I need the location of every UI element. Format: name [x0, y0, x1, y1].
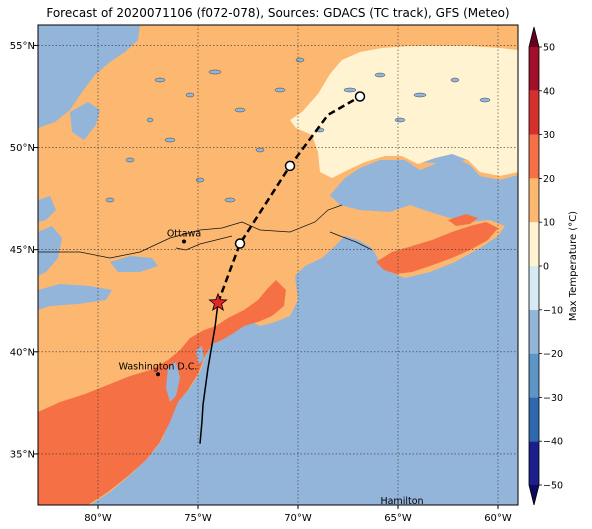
colorbar-bin [529, 397, 539, 442]
map-frame [37, 24, 519, 506]
lake-michigan-erie [38, 284, 112, 310]
forecast-points [234, 91, 366, 249]
land-region-20-30-pei [448, 214, 478, 226]
colorbar-tick-label: 0 [543, 262, 549, 273]
colorbar-tick-label: 30 [543, 130, 555, 141]
track-past-line [199, 302, 219, 444]
colorbar-tick-label: 20 [543, 174, 555, 185]
y-tick-label: 55°N [10, 41, 35, 52]
borders [38, 204, 373, 259]
x-axis: 80°W 75°W 70°W 65°W 60°W [84, 505, 512, 524]
x-tick-label: 60°W [484, 513, 512, 524]
cities: Ottawa Washington D.C. Hamilton [119, 229, 424, 511]
colorbar-over-arrow [529, 27, 539, 47]
james-bay-water [70, 102, 100, 140]
land-region-0-10 [290, 46, 518, 178]
x-tick-label: 70°W [284, 513, 312, 524]
colorbar-under-arrow [529, 485, 539, 505]
current-position-star-icon[interactable] [208, 292, 228, 312]
st-lawrence-gulf [330, 166, 478, 208]
colorbar-bin [529, 90, 539, 135]
colorbar-bin [529, 222, 539, 266]
land-region-20-30-nova-scotia [376, 222, 498, 274]
graticule [38, 25, 518, 505]
city-label: Ottawa [167, 229, 201, 240]
lake-huron [38, 226, 62, 276]
city-marker [156, 372, 160, 377]
y-tick-label: 45°N [10, 245, 35, 256]
colorbar-tick-label: 10 [543, 218, 555, 229]
colorbar-tick-label: −20 [543, 349, 563, 360]
x-tick-label: 80°W [84, 513, 112, 524]
colorbar-bin [529, 266, 539, 310]
y-axis: 35°N 40°N 45°N 50°N 55°N [10, 41, 38, 460]
colorbar-tick-label: −40 [543, 437, 563, 448]
forecast-point-marker[interactable] [234, 238, 246, 249]
chesapeake-bay [166, 362, 180, 402]
colorbar-bin [529, 309, 539, 354]
colorbar: −50 −40 −30 −20 −10 0 10 20 30 40 50 Max Temperatur… [528, 26, 579, 506]
y-tick-label: 40°N [10, 347, 35, 358]
colorbar-bin [529, 441, 539, 485]
city-marker [182, 239, 186, 244]
map-area[interactable]: Ottawa Washington D.C. Hamilton [38, 25, 518, 511]
map-title: Forecast of 2020071106 (f072-078), Sourc… [46, 6, 510, 20]
hudson-bay-water [38, 25, 140, 128]
land-region-20-30-seaboard [38, 280, 286, 505]
colorbar-label: Max Temperature (°C) [568, 211, 579, 321]
city-marker [400, 507, 404, 511]
colorbar-bin [529, 134, 539, 179]
x-tick-label: 75°W [184, 513, 212, 524]
colorbar-bin [529, 47, 539, 91]
colorbar-bin [529, 353, 539, 398]
colorbar-tick-label: 40 [543, 86, 555, 97]
lake-superior-edge [38, 196, 56, 222]
city-label: Hamilton [380, 496, 423, 507]
colorbar-tick-label: −50 [543, 481, 563, 492]
x-tick-label: 65°W [384, 513, 412, 524]
small-lakes [105, 57, 491, 203]
colorbar-tick-label: −30 [543, 393, 563, 404]
colorbar-tick-label: −10 [543, 305, 563, 316]
forecast-point-marker[interactable] [284, 160, 296, 172]
city-label: Washington D.C. [119, 361, 198, 372]
colorbar-tick-label: 50 [543, 43, 555, 54]
forecast-point-marker[interactable] [354, 91, 366, 102]
lake-ontario [110, 256, 158, 272]
y-tick-label: 50°N [10, 143, 35, 154]
y-tick-label: 35°N [10, 449, 35, 460]
colorbar-bin [529, 178, 539, 223]
